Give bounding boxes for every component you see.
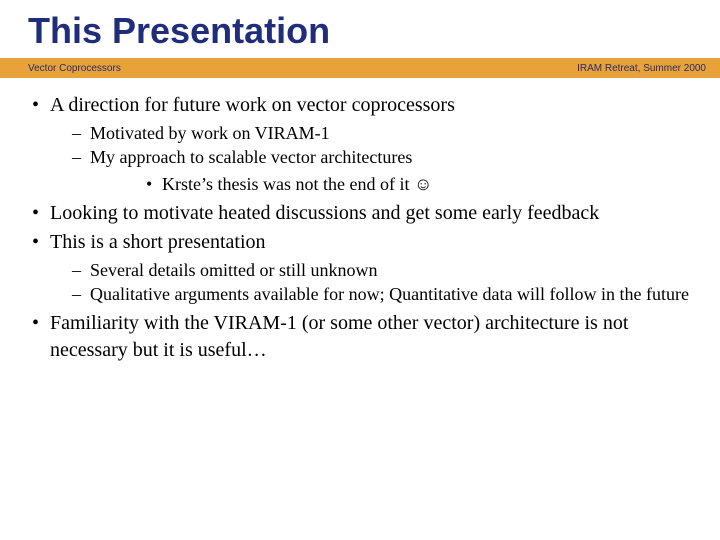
bullet-item: Several details omitted or still unknown	[50, 258, 692, 282]
bullet-item: My approach to scalable vector architect…	[50, 145, 692, 196]
slide: This Presentation Vector Coprocessors IR…	[0, 0, 720, 540]
bullet-text: Familiarity with the VIRAM-1 (or some ot…	[50, 312, 628, 361]
bullet-item: A direction for future work on vector co…	[28, 92, 692, 196]
bullet-text: This is a short presentation	[50, 231, 266, 253]
bullet-text: Motivated by work on VIRAM-1	[90, 123, 330, 143]
bullet-item: Krste’s thesis was not the end of it ☺	[90, 172, 692, 196]
bar-left-text: Vector Coprocessors	[28, 63, 121, 74]
bullet-text: Looking to motivate heated discussions a…	[50, 202, 599, 224]
bullet-item: Looking to motivate heated discussions a…	[28, 200, 692, 227]
slide-title: This Presentation	[0, 0, 720, 58]
bullet-text: Several details omitted or still unknown	[90, 260, 377, 280]
bullet-text: Qualitative arguments available for now;…	[90, 284, 689, 304]
bar-right-text: IRAM Retreat, Summer 2000	[577, 63, 706, 74]
header-bar: Vector Coprocessors IRAM Retreat, Summer…	[0, 58, 720, 78]
bullet-item: Motivated by work on VIRAM-1	[50, 121, 692, 145]
bullet-item: This is a short presentation Several det…	[28, 229, 692, 307]
bullet-item: Qualitative arguments available for now;…	[50, 282, 692, 306]
bullet-text: Krste’s thesis was not the end of it ☺	[162, 174, 432, 194]
bullet-text: A direction for future work on vector co…	[50, 94, 455, 116]
bullet-item: Familiarity with the VIRAM-1 (or some ot…	[28, 310, 692, 364]
bullet-list: A direction for future work on vector co…	[28, 92, 692, 364]
bullet-text: My approach to scalable vector architect…	[90, 147, 412, 167]
slide-body: A direction for future work on vector co…	[0, 78, 720, 364]
